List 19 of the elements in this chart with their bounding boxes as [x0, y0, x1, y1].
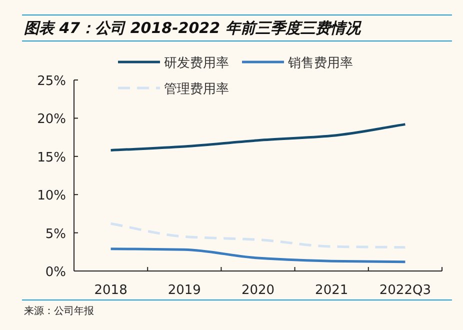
y-tick-label: 5%: [45, 226, 66, 242]
chart-title: 图表 47：公司 2018-2022 年前三季度三费情况: [24, 19, 362, 37]
y-tick-label: 25%: [37, 74, 66, 89]
y-tick-label: 0%: [45, 265, 66, 280]
line-series: [110, 248, 406, 264]
line-series: [110, 222, 406, 249]
x-tick-label: 2022Q3: [379, 283, 431, 298]
x-tick-label: 2018: [94, 283, 128, 298]
legend-label: 研发费用率: [164, 55, 229, 71]
x-tick-label: 2020: [241, 283, 275, 298]
x-tick-label: 2021: [315, 283, 348, 298]
legend-label: 管理费用率: [164, 81, 229, 97]
y-tick-label: 10%: [37, 188, 66, 204]
x-tick-label: 2019: [168, 283, 201, 298]
legend-label: 销售费用率: [287, 55, 353, 71]
y-tick-label: 15%: [37, 150, 66, 166]
source-note: 来源：公司年报: [24, 305, 94, 317]
line-series: [110, 123, 406, 152]
y-tick-label: 20%: [37, 112, 66, 128]
